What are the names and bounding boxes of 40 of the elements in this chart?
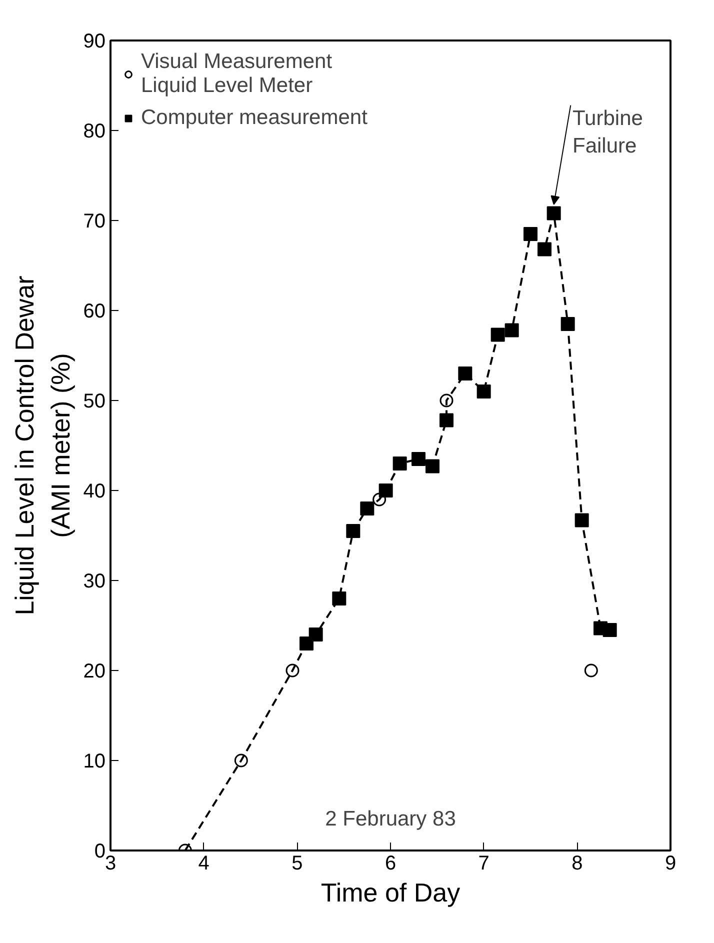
y-tick-label: 90: [83, 30, 106, 52]
point: [504, 323, 519, 338]
y-tick-label: 70: [83, 210, 106, 232]
legend-label: Computer measurement: [141, 106, 368, 130]
point: [308, 628, 323, 642]
point: [490, 328, 505, 342]
point: [584, 664, 598, 678]
x-tick-label: 9: [664, 852, 676, 874]
y-tick-label: 30: [83, 570, 106, 592]
point: [412, 452, 426, 466]
point: [538, 242, 552, 256]
legend-label: Visual Measurement Liquid Level Meter: [141, 50, 332, 98]
y-tick-label: 80: [83, 120, 106, 142]
x-tick-label: 7: [478, 852, 490, 874]
point: [346, 524, 360, 538]
y-tick-label: 40: [83, 480, 106, 502]
x-axis-title: Time of Day: [320, 878, 460, 908]
point: [392, 456, 407, 470]
point: [574, 513, 589, 528]
point: [426, 459, 440, 474]
y-tick-label: 50: [83, 390, 106, 412]
point: [602, 623, 617, 637]
x-tick-label: 5: [292, 852, 303, 874]
x-tick-label: 8: [572, 852, 583, 874]
point: [560, 317, 575, 331]
annotation: Turbine Failure: [572, 107, 643, 158]
y-tick-label: 60: [83, 300, 106, 322]
point: [524, 227, 538, 241]
y-axis-title: Liquid Level in Control Dewar (AMI meter) (%): [9, 275, 76, 616]
x-tick-label: 4: [198, 852, 210, 874]
y-tick-label: 20: [83, 660, 106, 682]
point: [360, 502, 374, 516]
y-tick-label: 0: [94, 840, 106, 862]
annotation: 2 February 83: [325, 808, 456, 830]
y-tick-label: 10: [83, 750, 106, 772]
point: [440, 413, 454, 428]
x-tick-label: 3: [104, 852, 116, 874]
x-tick-label: 6: [384, 852, 396, 874]
point: [546, 206, 561, 220]
point: [378, 484, 393, 498]
